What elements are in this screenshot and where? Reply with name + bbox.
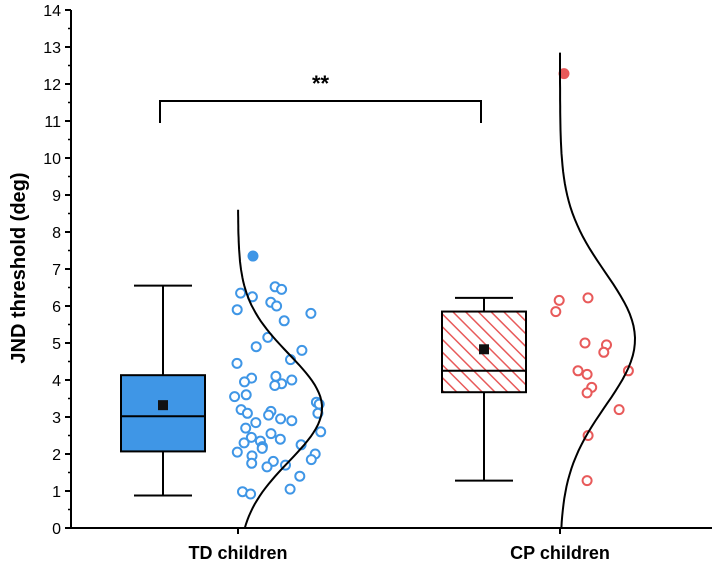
y-tick-label: 12	[43, 77, 61, 94]
data-point	[294, 470, 306, 482]
y-tick-label: 6	[52, 299, 61, 316]
data-point	[265, 428, 277, 440]
data-point	[271, 300, 283, 312]
mean-marker	[479, 344, 489, 355]
data-point	[581, 475, 593, 487]
data-point	[275, 413, 287, 425]
data-point	[231, 304, 243, 316]
box-iqr	[120, 374, 206, 453]
data-point	[274, 433, 286, 445]
data-point	[581, 368, 593, 380]
data-point	[239, 376, 250, 388]
data-point	[286, 415, 298, 427]
y-tick-label: 2	[52, 447, 61, 464]
series-1	[120, 209, 327, 529]
data-point	[305, 307, 317, 319]
plot-area: **	[120, 52, 637, 529]
outlier-point	[247, 250, 259, 262]
x-category-label: CP children	[510, 543, 610, 563]
data-point	[598, 346, 610, 358]
data-point	[579, 337, 591, 349]
y-tick-label: 3	[52, 410, 61, 427]
data-point	[276, 283, 288, 295]
significance-label: **	[312, 71, 330, 96]
series-2	[441, 52, 637, 529]
data-point	[553, 294, 565, 306]
y-tick-label: 1	[52, 484, 61, 501]
data-point	[284, 483, 296, 495]
density-curve	[559, 52, 637, 529]
data-point	[238, 437, 250, 449]
data-point	[231, 446, 243, 458]
significance-bracket	[159, 100, 482, 123]
y-axis-title: JND threshold (deg)	[8, 172, 30, 363]
data-point	[256, 442, 268, 454]
y-tick-label: 5	[52, 336, 61, 353]
data-point	[305, 454, 317, 466]
data-point	[231, 357, 243, 369]
mean-marker	[158, 400, 168, 411]
data-point	[241, 407, 253, 419]
y-tick-label: 13	[43, 40, 61, 57]
data-point	[550, 306, 562, 318]
y-tick-label: 11	[44, 114, 61, 131]
data-point	[572, 365, 584, 377]
data-point	[235, 287, 247, 299]
data-point	[263, 409, 275, 421]
data-point	[240, 422, 252, 434]
data-point	[245, 431, 257, 443]
y-tick-label: 7	[52, 262, 61, 279]
data-point	[296, 344, 308, 356]
data-point	[246, 457, 258, 469]
y-tick-label: 9	[52, 188, 61, 205]
data-point	[240, 389, 252, 401]
data-point	[229, 391, 241, 403]
data-point	[261, 461, 273, 473]
x-category-label: TD children	[188, 543, 287, 563]
data-point	[286, 374, 298, 386]
y-tick-label: 14	[43, 3, 61, 20]
data-point	[581, 387, 593, 399]
density-curve	[237, 209, 324, 529]
y-tick-label: 4	[52, 373, 61, 390]
data-point	[278, 315, 290, 327]
data-point	[582, 292, 594, 304]
y-tick-label: 0	[52, 521, 61, 538]
data-point	[315, 426, 327, 438]
y-tick-label: 10	[43, 151, 61, 168]
data-point	[269, 380, 281, 391]
data-point	[245, 488, 257, 500]
data-point	[250, 417, 262, 429]
y-tick-label: 8	[52, 225, 61, 242]
data-point	[250, 341, 262, 353]
data-point	[613, 404, 625, 416]
